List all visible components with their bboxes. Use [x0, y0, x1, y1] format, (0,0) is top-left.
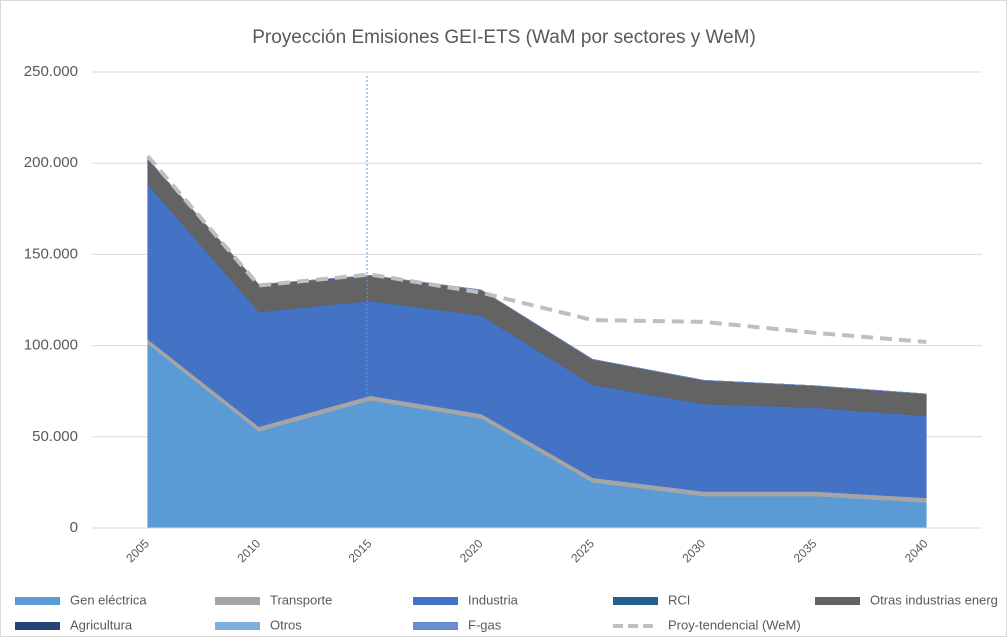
- legend-label: Industria: [468, 592, 519, 607]
- y-tick-label: 100.000: [24, 337, 78, 354]
- legend-swatch: [215, 597, 260, 605]
- chart-title: Proyección Emisiones GEI-ETS (WaM por se…: [252, 27, 756, 48]
- legend-swatch: [413, 597, 458, 605]
- area: [147, 158, 927, 395]
- y-tick-label: 150.000: [24, 245, 78, 262]
- legend-swatch: [215, 622, 260, 630]
- y-tick-label: 0: [70, 519, 78, 536]
- legend-label: Otras industrias energ: [870, 592, 998, 607]
- legend-swatch: [815, 597, 860, 605]
- legend-label: Transporte: [270, 592, 332, 607]
- legend-swatch: [15, 597, 60, 605]
- legend-label: F-gas: [468, 617, 502, 632]
- y-tick-label: 200.000: [24, 154, 78, 171]
- legend-label: Gen eléctrica: [70, 592, 147, 607]
- legend-swatch: [613, 597, 658, 605]
- legend-label: Proy-tendencial (WeM): [668, 617, 801, 632]
- legend-swatch: [15, 622, 60, 630]
- y-tick-label: 250.000: [24, 63, 78, 80]
- y-tick-label: 50.000: [32, 428, 78, 445]
- trend-line: [146, 154, 927, 344]
- legend-swatch: [413, 622, 458, 630]
- legend-label: Otros: [270, 617, 302, 632]
- legend-label: RCI: [668, 592, 690, 607]
- legend-label: Agricultura: [70, 617, 133, 632]
